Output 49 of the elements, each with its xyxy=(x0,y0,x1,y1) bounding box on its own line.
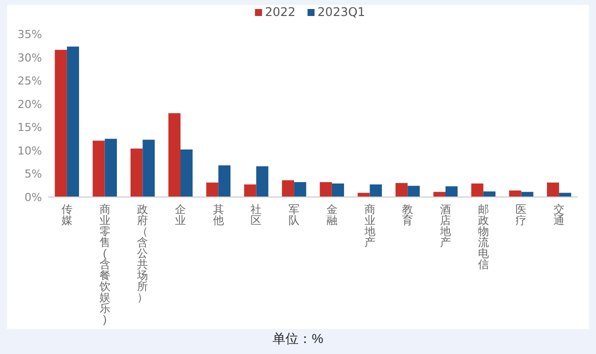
y-tick-label: 30% xyxy=(18,51,42,64)
x-tick-label: 金融 xyxy=(326,204,338,227)
bar xyxy=(180,149,193,197)
bar xyxy=(396,183,408,197)
bar xyxy=(546,182,560,197)
bar xyxy=(92,140,105,197)
category-label: 政府（含公共场所） xyxy=(137,204,148,304)
bar xyxy=(408,186,420,197)
bar xyxy=(66,46,80,197)
bar xyxy=(370,184,382,197)
bar xyxy=(54,50,67,197)
bar xyxy=(282,180,294,197)
bar xyxy=(130,148,143,197)
y-tick-label: 25% xyxy=(18,74,42,88)
x-tick-label: 社区 xyxy=(250,203,262,227)
x-tick-label: 邮政物流电信 xyxy=(478,203,489,271)
bar xyxy=(104,138,117,197)
x-tick-label: 商业地产 xyxy=(363,203,376,249)
y-tick-label: 20% xyxy=(18,98,42,111)
x-tick-label: 传媒 xyxy=(61,204,72,227)
y-tick-label: 35% xyxy=(18,28,42,41)
legend-label: 2022 xyxy=(265,5,296,19)
x-tick-label: 交通 xyxy=(554,203,565,227)
bar xyxy=(168,113,180,197)
x-tick-label: 医疗 xyxy=(516,204,527,227)
bar xyxy=(320,182,332,197)
y-tick-label: 0% xyxy=(24,191,42,204)
y-tick-label: 15% xyxy=(18,121,42,134)
bar xyxy=(446,186,458,197)
bar xyxy=(206,182,218,197)
bar xyxy=(509,190,522,197)
x-tick-label: 酒店地产 xyxy=(439,203,451,249)
y-tick-label: 10% xyxy=(18,144,42,158)
text: 单位：% xyxy=(272,331,324,346)
x-tick-label: 企业 xyxy=(175,204,186,227)
legend-label: 2023Q1 xyxy=(318,5,366,19)
x-tick-label: 军队 xyxy=(288,204,300,227)
bar xyxy=(244,184,256,197)
bar xyxy=(256,166,268,197)
y-tick-label: 5% xyxy=(24,168,42,181)
bar xyxy=(471,183,484,197)
bar xyxy=(142,140,155,197)
x-tick-label: 其他 xyxy=(212,203,224,227)
bar xyxy=(332,183,344,197)
bar xyxy=(218,165,230,197)
bar xyxy=(294,182,306,197)
bar xyxy=(521,192,534,197)
x-tick-label: 教育 xyxy=(402,204,414,227)
category-label: 商业零售(含餐饮娱乐) xyxy=(99,204,110,326)
